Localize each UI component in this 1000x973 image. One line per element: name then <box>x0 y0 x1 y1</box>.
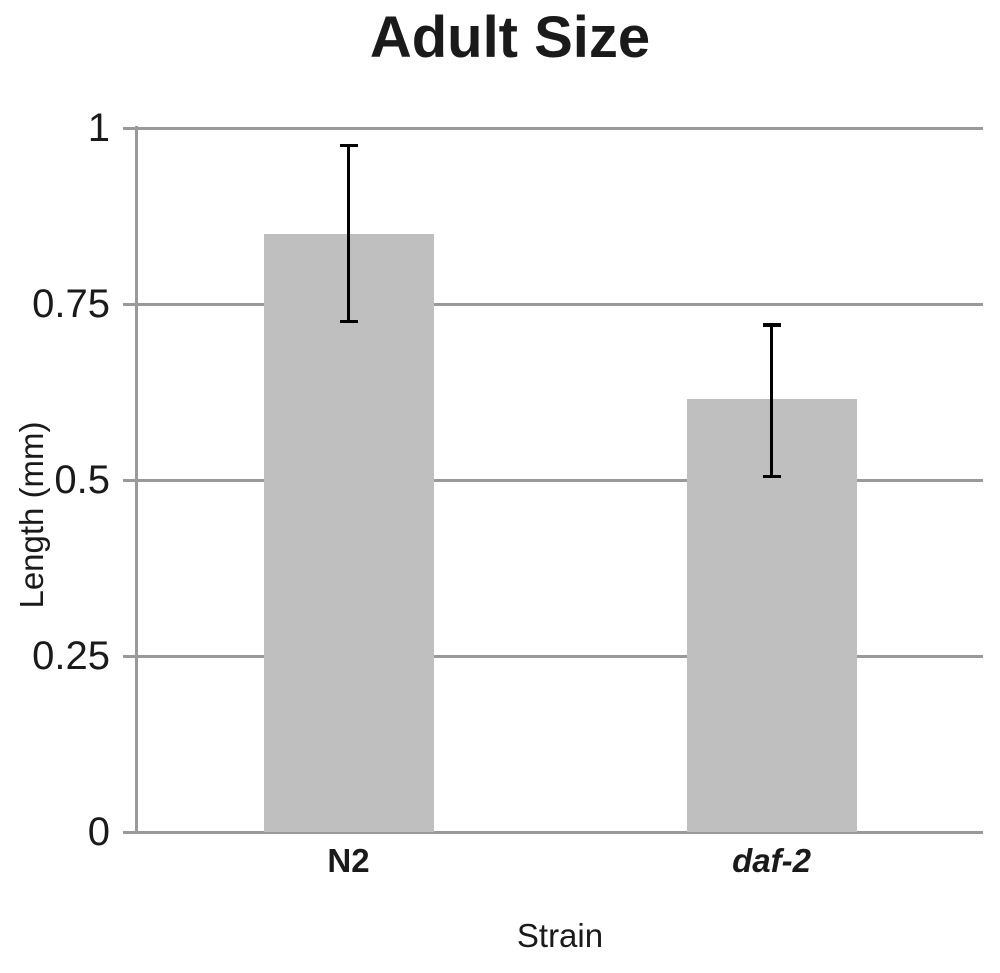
gridline <box>123 654 983 658</box>
x-category-label: daf-2 <box>732 842 811 879</box>
y-axis-title: Length (mm) <box>13 421 50 609</box>
error-bar-cap-top <box>762 323 781 327</box>
chart-title: Adult Size <box>369 5 651 70</box>
y-tick-label: 1 <box>87 106 110 150</box>
y-tick-label: 0.75 <box>32 282 110 326</box>
gridline <box>123 830 983 834</box>
error-bar-cap-bottom <box>762 474 781 479</box>
gridline <box>123 478 983 482</box>
x-category-label: N2 <box>327 842 370 879</box>
y-tick-label: 0.5 <box>54 458 110 502</box>
error-bar-cap-top <box>339 143 358 148</box>
y-tick-label: 0 <box>87 810 110 854</box>
y-tick-label: 0.25 <box>32 634 110 678</box>
error-bar-line <box>769 325 774 477</box>
x-axis-title: Strain <box>516 917 604 954</box>
error-bar-cap-bottom <box>339 319 358 324</box>
bar <box>263 233 434 832</box>
error-bar-line <box>346 145 351 322</box>
gridline <box>123 302 983 306</box>
gridline <box>123 126 983 130</box>
